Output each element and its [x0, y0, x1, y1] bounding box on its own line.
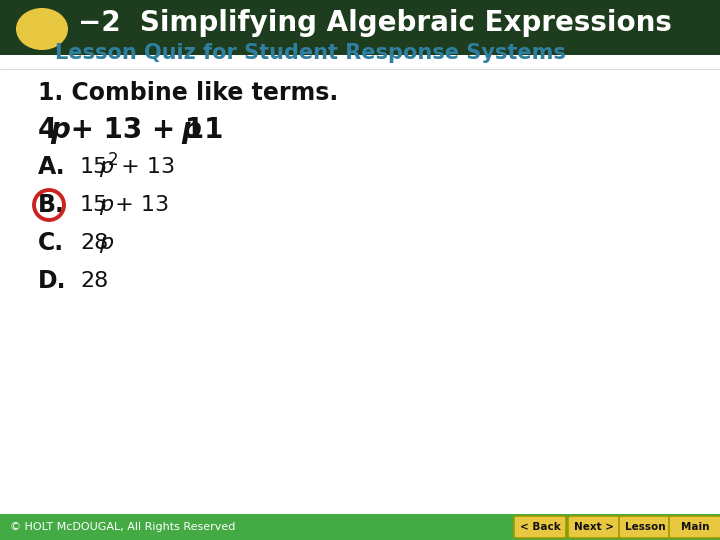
- Text: p: p: [99, 195, 113, 215]
- Text: p: p: [99, 233, 113, 253]
- Text: B.: B.: [38, 193, 65, 217]
- Text: 15: 15: [80, 157, 109, 177]
- Text: + 13 + 11: + 13 + 11: [61, 116, 223, 144]
- Text: Main: Main: [680, 522, 709, 532]
- Text: < Back: < Back: [520, 522, 560, 532]
- Text: p: p: [99, 157, 113, 177]
- Text: Lesson Quiz for Student Response Systems: Lesson Quiz for Student Response Systems: [55, 43, 566, 63]
- Text: © HOLT McDOUGAL, All Rights Reserved: © HOLT McDOUGAL, All Rights Reserved: [10, 522, 235, 532]
- Text: 15: 15: [80, 195, 109, 215]
- Text: 28: 28: [80, 233, 108, 253]
- Bar: [0, 0, 720, 55]
- Text: 2: 2: [108, 151, 119, 169]
- Text: C.: C.: [38, 231, 64, 255]
- Text: A.: A.: [38, 155, 66, 179]
- Text: + 13: + 13: [108, 195, 169, 215]
- Text: −2  Simplifying Algebraic Expressions: −2 Simplifying Algebraic Expressions: [78, 9, 672, 37]
- FancyBboxPatch shape: [514, 516, 566, 538]
- FancyBboxPatch shape: [568, 516, 620, 538]
- Text: p: p: [181, 116, 201, 144]
- Text: 1. Combine like terms.: 1. Combine like terms.: [38, 81, 338, 105]
- Text: 4: 4: [38, 116, 58, 144]
- Text: p: p: [50, 116, 70, 144]
- Text: D.: D.: [38, 269, 66, 293]
- FancyBboxPatch shape: [669, 516, 720, 538]
- Text: Next >: Next >: [574, 522, 614, 532]
- FancyBboxPatch shape: [619, 516, 671, 538]
- Ellipse shape: [16, 8, 68, 50]
- Text: Lesson: Lesson: [625, 522, 665, 532]
- Text: + 13: + 13: [114, 157, 176, 177]
- Bar: [0, 514, 720, 540]
- Text: 28: 28: [80, 271, 108, 291]
